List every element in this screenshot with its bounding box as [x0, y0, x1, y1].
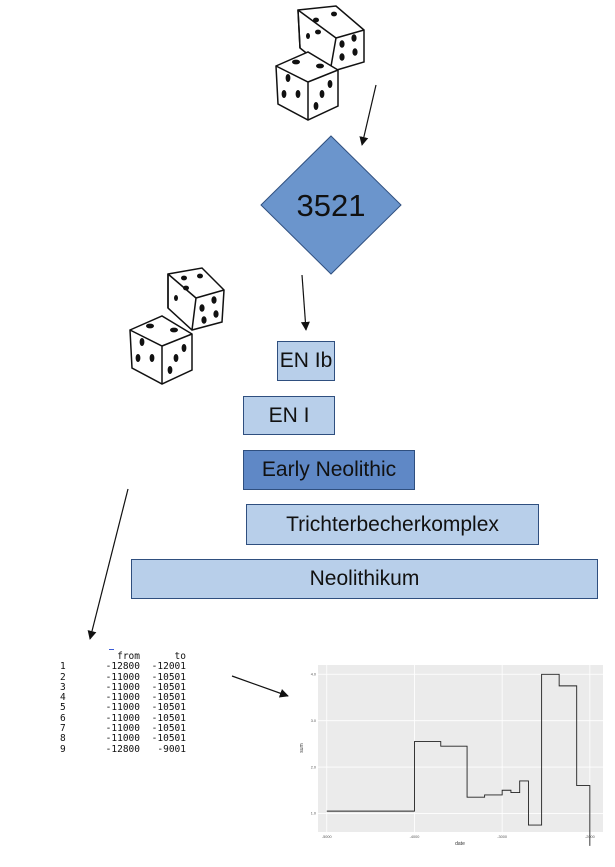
- arrow-diamond-to-boxes: [300, 274, 310, 331]
- chart-y-tick-label: 2.0: [311, 765, 316, 769]
- box-early-neolithic: Early Neolithic: [243, 450, 415, 490]
- table-row: 4 -11000 -10501: [60, 692, 186, 704]
- table-row: 5 -11000 -10501: [60, 702, 186, 714]
- dice-icon-top: [275, 5, 365, 121]
- table-cell-index: 1: [60, 661, 66, 673]
- table-row: 2 -11000 -10501: [60, 671, 186, 683]
- box-en-ib: EN Ib: [277, 341, 335, 381]
- table-cell-to: -10501: [151, 733, 186, 745]
- box-trichterbecherkomplex: Trichterbecherkomplex: [246, 504, 539, 545]
- chart-xlabel: date: [455, 841, 465, 847]
- data-table: from to 1 -12800 -12001 2 -11000 -10501 3 -1100…: [60, 649, 186, 755]
- table-cell-to: -9001: [157, 743, 186, 755]
- box-en-i: EN I: [243, 396, 335, 435]
- chart-x-tick-label: -5000: [322, 835, 332, 839]
- arrow-boxes-to-table: [87, 488, 129, 640]
- table-cell-to: -10501: [151, 712, 186, 724]
- table-cell-index: 8: [60, 733, 66, 745]
- table-cell-from: -11000: [105, 692, 140, 704]
- table-cell-from: -11000: [105, 671, 140, 683]
- box-neolithikum: Neolithikum: [131, 559, 598, 599]
- table-cell-index: 3: [60, 681, 66, 693]
- table-cell-to: -10501: [151, 681, 186, 693]
- table-cell-to: -10501: [151, 723, 186, 735]
- table-cell-to: -10501: [151, 692, 186, 704]
- table-row: 6 -11000 -10501: [60, 712, 186, 724]
- table-cell-from: -12800: [105, 743, 140, 755]
- table-row: 1 -12800 -12001: [60, 661, 186, 673]
- dice-icon-middle: [129, 267, 225, 385]
- chart-y-tick-label: 1.0: [311, 812, 316, 816]
- diamond-label: 3521: [297, 188, 366, 223]
- table-cell-index: 5: [60, 702, 66, 714]
- table-cell-from: -11000: [105, 723, 140, 735]
- table-cell-from: -11000: [105, 733, 140, 745]
- table-header-from: from: [117, 651, 140, 662]
- chart-y-tick-label: 3.0: [311, 719, 316, 723]
- table-cell-from: -11000: [105, 712, 140, 724]
- table-cell-index: 4: [60, 692, 66, 704]
- table-header: from to: [60, 651, 186, 662]
- table-cell-index: 9: [60, 743, 66, 755]
- table-marker: [109, 649, 114, 650]
- table-row: 9 -12800 -9001: [60, 743, 186, 755]
- table-cell-from: -11000: [105, 681, 140, 693]
- arrow-table-to-chart: [231, 675, 289, 698]
- table-cell-to: -10501: [151, 702, 186, 714]
- table-body: 1 -12800 -12001 2 -11000 -10501 3 -11000 -10501 4…: [60, 661, 186, 755]
- table-row: 7 -11000 -10501: [60, 723, 186, 735]
- arrow-dice-to-diamond: [359, 84, 377, 146]
- chart-y-tick-label: 4.0: [311, 673, 316, 677]
- table-cell-to: -10501: [151, 671, 186, 683]
- table-row: 3 -11000 -10501: [60, 681, 186, 693]
- table-cell-index: 7: [60, 723, 66, 735]
- decision-diamond: [260, 135, 402, 275]
- chart-panel: [318, 665, 603, 832]
- table-cell-to: -12001: [151, 661, 186, 673]
- table-header-to: to: [174, 651, 186, 662]
- chart-ylabel: sum: [299, 743, 305, 752]
- table-cell-index: 6: [60, 712, 66, 724]
- table-row: 8 -11000 -10501: [60, 733, 186, 745]
- table-cell-index: 2: [60, 671, 66, 683]
- table-cell-from: -11000: [105, 702, 140, 714]
- chart-x-tick-label: -3000: [497, 835, 507, 839]
- chart-series-line: [326, 673, 591, 846]
- table-cell-from: -12800: [105, 661, 140, 673]
- chart-x-tick-label: -4000: [410, 835, 420, 839]
